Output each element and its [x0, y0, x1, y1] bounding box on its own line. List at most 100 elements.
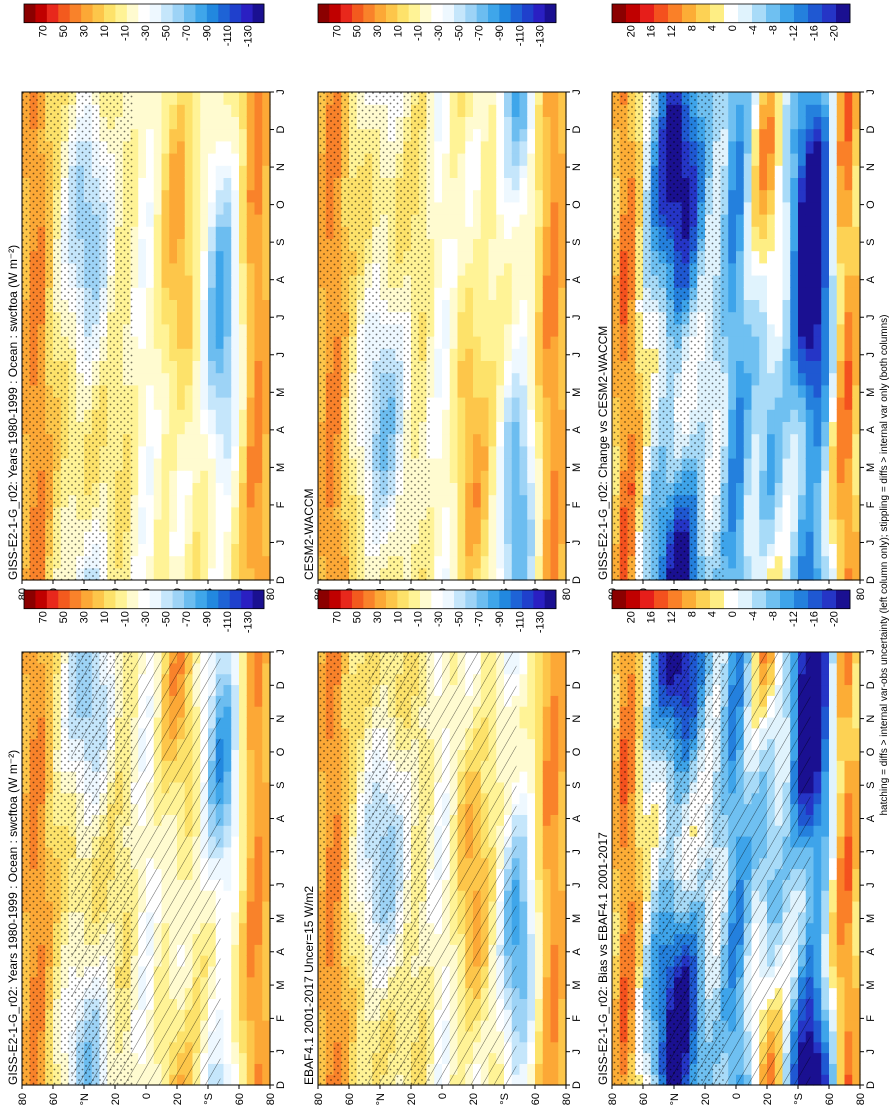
heatmap-cell: [223, 348, 232, 361]
heatmap-cell: [426, 506, 435, 520]
heatmap-cell: [246, 868, 256, 880]
heatmap-cell: [465, 287, 474, 300]
heatmap-cell: [527, 1030, 536, 1043]
heatmap-cell: [254, 409, 263, 422]
heatmap-cell: [262, 506, 271, 520]
heatmap-cell: [449, 494, 459, 508]
heatmap-cell: [496, 555, 505, 569]
heatmap-cell: [184, 458, 194, 471]
heatmap-cell: [130, 409, 139, 422]
heatmap-cell: [246, 275, 256, 288]
heatmap-cell: [130, 201, 139, 215]
heatmap-cell: [465, 384, 474, 398]
heatmap-cell: [215, 299, 225, 313]
heatmap-cell: [262, 128, 271, 142]
heatmap-cell: [138, 262, 147, 276]
heatmap-cell: [192, 506, 201, 520]
heatmap-cell: [550, 781, 559, 794]
heatmap-cell: [169, 506, 178, 520]
heatmap-cell: [208, 287, 217, 300]
heatmap-cell: [504, 201, 513, 215]
heatmap-cell: [239, 470, 248, 483]
heatmap-cell: [177, 177, 186, 191]
heatmap-cell: [192, 92, 201, 105]
heatmap-cell: [223, 189, 232, 203]
heatmap-cell: [527, 771, 536, 783]
heatmap-cell: [480, 201, 490, 215]
month-tick-label: J: [275, 649, 287, 655]
heatmap-cell: [215, 189, 225, 203]
heatmap-cell: [200, 104, 209, 117]
heatmap-cell: [161, 458, 170, 471]
heatmap-cell: [488, 482, 497, 496]
heatmap-cell: [215, 384, 225, 398]
heatmap-cell: [527, 652, 536, 664]
heatmap-cell: [254, 922, 263, 935]
heatmap-cell: [246, 998, 256, 1010]
heatmap-cell: [480, 177, 490, 191]
heatmap-cell: [558, 814, 567, 826]
heatmap-cell: [473, 262, 482, 276]
heatmap-cell: [550, 857, 559, 870]
month-tick-label: J: [275, 1049, 287, 1055]
heatmap-cell: [465, 250, 474, 264]
heatmap-cell: [246, 360, 256, 374]
heatmap-cell: [169, 543, 178, 557]
heatmap-cell: [496, 165, 505, 178]
heatmap-cell: [535, 987, 544, 999]
heatmap-cell: [192, 470, 201, 483]
heatmap-cell: [442, 519, 451, 532]
heatmap-cell: [130, 506, 139, 520]
heatmap-cell: [231, 116, 240, 130]
heatmap-cell: [254, 695, 263, 707]
heatmap-cell: [550, 771, 559, 783]
heatmap-cell: [223, 976, 232, 989]
heatmap-cell: [504, 165, 513, 178]
heatmap-cell: [231, 531, 240, 544]
heatmap-cell: [161, 275, 170, 288]
heatmap-cell: [215, 116, 225, 130]
heatmap-cell: [542, 944, 552, 956]
heatmap-cell: [254, 727, 263, 740]
heatmap-cell: [146, 445, 155, 459]
heatmap-cell: [223, 384, 232, 398]
heatmap-cell: [254, 1030, 263, 1043]
heatmap-cell: [130, 458, 139, 471]
heatmap-cell: [550, 879, 559, 891]
heatmap-cell: [231, 384, 240, 398]
heatmap-cell: [550, 933, 559, 945]
heatmap-cell: [504, 311, 513, 325]
heatmap-cell: [442, 531, 451, 544]
heatmap-cell: [558, 662, 567, 675]
heatmap-cell: [473, 360, 482, 374]
heatmap-cell: [542, 857, 552, 870]
heatmap-cell: [426, 140, 435, 154]
heatmap-cell: [465, 397, 474, 410]
heatmap-cell: [449, 299, 459, 313]
heatmap-cell: [239, 673, 248, 686]
stippling-overlay: [22, 92, 134, 580]
heatmap-cell: [184, 531, 194, 544]
heatmap-cell: [527, 749, 536, 761]
heatmap-cell: [239, 1009, 248, 1021]
heatmap-cell: [161, 140, 170, 154]
heatmap-cell: [231, 153, 240, 166]
heatmap-cell: [254, 433, 263, 447]
heatmap-cell: [254, 531, 263, 544]
heatmap-cell: [504, 519, 513, 532]
heatmap-cell: [153, 336, 163, 349]
heatmap-cell: [426, 116, 435, 130]
heatmap-cell: [200, 287, 209, 300]
heatmap-cell: [262, 684, 271, 696]
heatmap-cell: [504, 128, 513, 142]
heatmap-cell: [184, 348, 194, 361]
heatmap-cell: [426, 433, 435, 447]
heatmap-cell: [542, 911, 552, 924]
month-tick-label: S: [275, 782, 287, 789]
heatmap-cell: [262, 965, 271, 978]
heatmap-cell: [208, 116, 217, 130]
lat-tick-label: 60: [48, 1093, 60, 1105]
heatmap-cell: [465, 470, 474, 483]
heatmap-cell: [146, 372, 155, 386]
